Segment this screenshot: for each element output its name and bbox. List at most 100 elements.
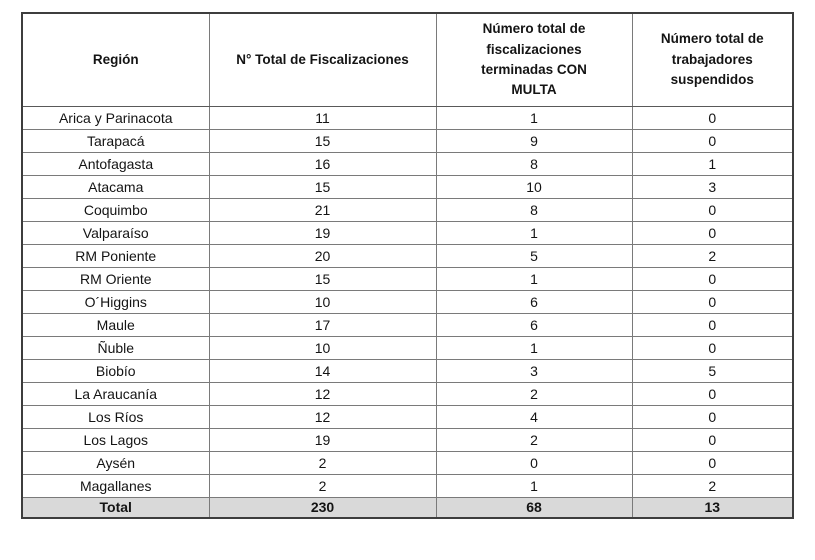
value-cell: 6	[435, 312, 633, 337]
value-cell: 10	[208, 335, 437, 360]
table-row: RM Oriente 15 1 0	[21, 266, 794, 291]
value-cell: 3	[631, 174, 794, 199]
region-cell: Los Lagos	[21, 427, 210, 452]
region-cell: Maule	[21, 312, 210, 337]
region-cell: Valparaíso	[21, 220, 210, 245]
total-row: Total 230 68 13	[21, 496, 794, 519]
table-row: Los Ríos 12 4 0	[21, 404, 794, 429]
table-body: Arica y Parinacota 11 1 0 Tarapacá 15 9 0 Antofa…	[21, 105, 794, 498]
region-cell: Ñuble	[21, 335, 210, 360]
value-cell: 2	[631, 473, 794, 498]
value-cell: 5	[631, 358, 794, 383]
value-cell: 2	[435, 381, 633, 406]
value-cell: 0	[435, 450, 633, 475]
value-cell: 12	[208, 404, 437, 429]
table-row: Los Lagos 19 2 0	[21, 427, 794, 452]
table-row: Coquimbo 21 8 0	[21, 197, 794, 222]
region-cell: Biobío	[21, 358, 210, 383]
value-cell: 21	[208, 197, 437, 222]
region-cell: La Araucanía	[21, 381, 210, 406]
value-cell: 0	[631, 450, 794, 475]
total-value-cell: 68	[435, 496, 633, 519]
value-cell: 4	[435, 404, 633, 429]
value-cell: 0	[631, 427, 794, 452]
value-cell: 20	[208, 243, 437, 268]
value-cell: 14	[208, 358, 437, 383]
table-row: Antofagasta 16 8 1	[21, 151, 794, 176]
value-cell: 1	[435, 266, 633, 291]
region-cell: Coquimbo	[21, 197, 210, 222]
column-header-trabajadores-suspendidos: Número total de trabajadores suspendidos	[631, 12, 794, 107]
fiscalizaciones-table-container: Región N° Total de Fiscalizaciones Númer…	[21, 12, 794, 519]
table-row: Arica y Parinacota 11 1 0	[21, 105, 794, 130]
value-cell: 0	[631, 220, 794, 245]
value-cell: 10	[208, 289, 437, 314]
value-cell: 8	[435, 151, 633, 176]
value-cell: 11	[208, 105, 437, 130]
value-cell: 2	[208, 450, 437, 475]
value-cell: 0	[631, 404, 794, 429]
region-cell: Arica y Parinacota	[21, 105, 210, 130]
value-cell: 0	[631, 266, 794, 291]
total-label-cell: Total	[21, 496, 210, 519]
header-row: Región N° Total de Fiscalizaciones Númer…	[21, 12, 794, 107]
value-cell: 19	[208, 220, 437, 245]
table-header: Región N° Total de Fiscalizaciones Númer…	[21, 12, 794, 107]
value-cell: 15	[208, 266, 437, 291]
region-cell: Magallanes	[21, 473, 210, 498]
region-cell: Los Ríos	[21, 404, 210, 429]
value-cell: 19	[208, 427, 437, 452]
total-value-cell: 13	[631, 496, 794, 519]
table-footer: Total 230 68 13	[21, 496, 794, 519]
value-cell: 1	[435, 105, 633, 130]
region-cell: Tarapacá	[21, 128, 210, 153]
value-cell: 0	[631, 312, 794, 337]
region-cell: RM Oriente	[21, 266, 210, 291]
value-cell: 10	[435, 174, 633, 199]
value-cell: 2	[208, 473, 437, 498]
column-header-region: Región	[21, 12, 210, 107]
value-cell: 9	[435, 128, 633, 153]
value-cell: 0	[631, 335, 794, 360]
table-row: Biobío 14 3 5	[21, 358, 794, 383]
value-cell: 0	[631, 289, 794, 314]
value-cell: 1	[435, 220, 633, 245]
value-cell: 0	[631, 105, 794, 130]
value-cell: 17	[208, 312, 437, 337]
column-header-total-fiscalizaciones: N° Total de Fiscalizaciones	[208, 12, 437, 107]
value-cell: 0	[631, 381, 794, 406]
total-value-cell: 230	[208, 496, 437, 519]
value-cell: 15	[208, 128, 437, 153]
value-cell: 12	[208, 381, 437, 406]
table-row: La Araucanía 12 2 0	[21, 381, 794, 406]
value-cell: 1	[631, 151, 794, 176]
region-cell: Aysén	[21, 450, 210, 475]
table-row: Aysén 2 0 0	[21, 450, 794, 475]
table-row: Atacama 15 10 3	[21, 174, 794, 199]
value-cell: 8	[435, 197, 633, 222]
table-row: O´Higgins 10 6 0	[21, 289, 794, 314]
table-row: Tarapacá 15 9 0	[21, 128, 794, 153]
region-cell: Antofagasta	[21, 151, 210, 176]
value-cell: 1	[435, 335, 633, 360]
value-cell: 2	[631, 243, 794, 268]
value-cell: 15	[208, 174, 437, 199]
value-cell: 6	[435, 289, 633, 314]
table-row: RM Poniente 20 5 2	[21, 243, 794, 268]
value-cell: 5	[435, 243, 633, 268]
value-cell: 2	[435, 427, 633, 452]
table-row: Valparaíso 19 1 0	[21, 220, 794, 245]
value-cell: 0	[631, 128, 794, 153]
value-cell: 1	[435, 473, 633, 498]
region-cell: RM Poniente	[21, 243, 210, 268]
fiscalizaciones-table: Región N° Total de Fiscalizaciones Númer…	[21, 12, 794, 519]
region-cell: O´Higgins	[21, 289, 210, 314]
value-cell: 0	[631, 197, 794, 222]
region-cell: Atacama	[21, 174, 210, 199]
value-cell: 3	[435, 358, 633, 383]
table-row: Magallanes 2 1 2	[21, 473, 794, 498]
table-row: Ñuble 10 1 0	[21, 335, 794, 360]
table-row: Maule 17 6 0	[21, 312, 794, 337]
value-cell: 16	[208, 151, 437, 176]
column-header-terminadas-con-multa: Número total de fiscalizaciones terminad…	[435, 12, 633, 107]
